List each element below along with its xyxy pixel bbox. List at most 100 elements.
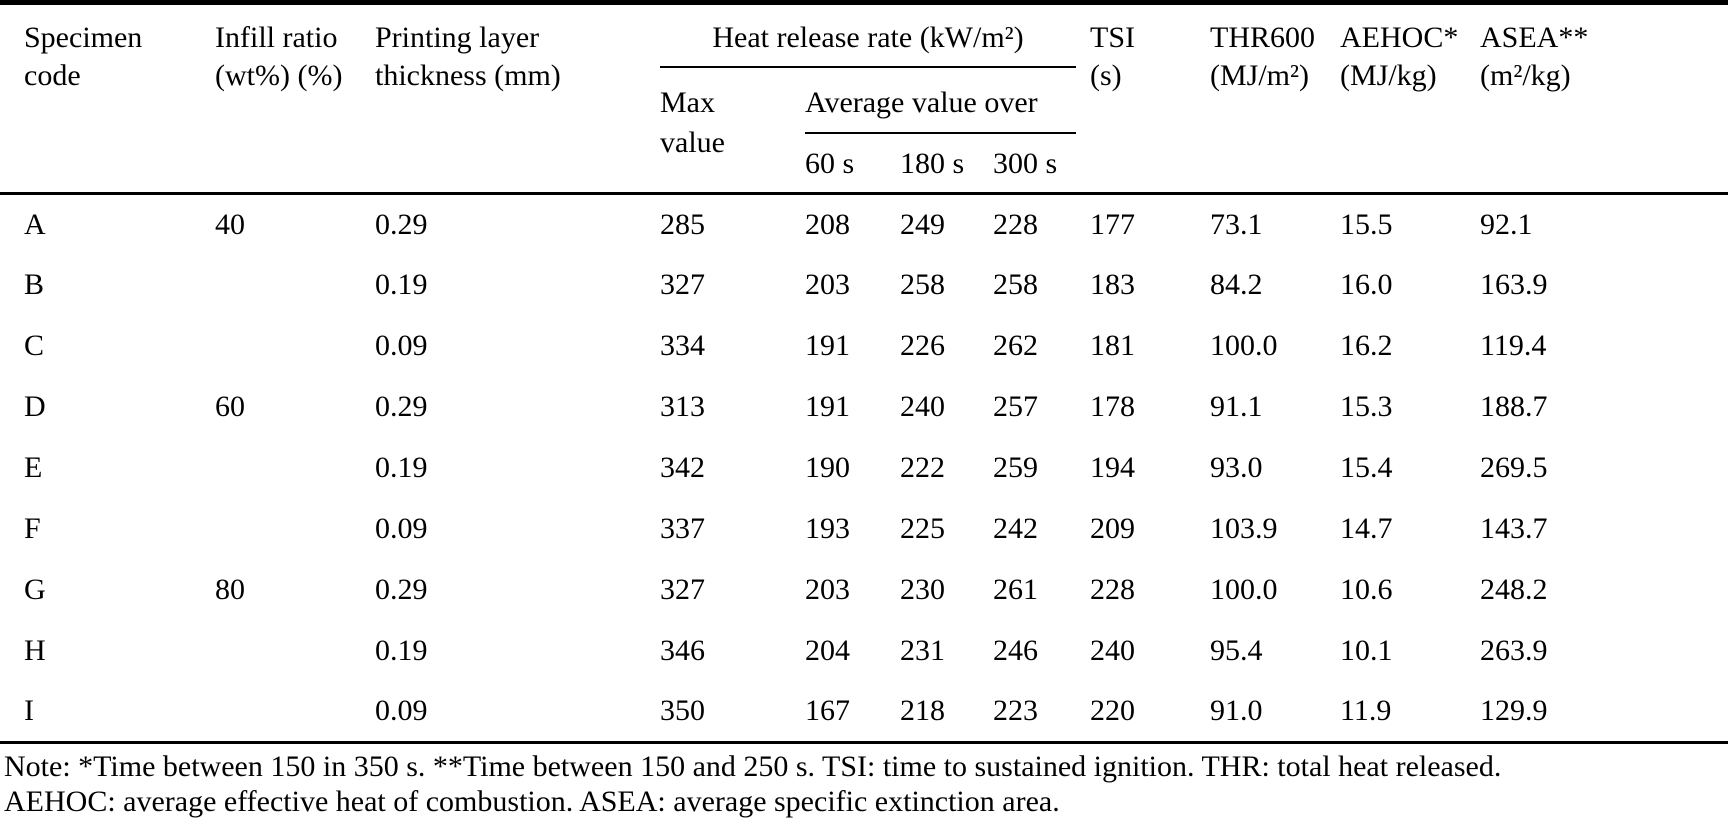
header-average-value-group: Average value over (805, 71, 1090, 137)
cell-hrr-avg-300s: 257 (993, 390, 1038, 423)
header-heat-release-rate-group: Heat release rate (kW/m²) (660, 3, 1090, 71)
cell-aehoc: 16.2 (1340, 329, 1393, 362)
cell-infill-ratio: 60 (215, 390, 245, 423)
cell-specimen-code: I (24, 694, 34, 728)
cell-asea: 129.9 (1480, 694, 1548, 728)
cell-specimen-code: A (24, 207, 46, 241)
cell-thr600: 73.1 (1210, 207, 1263, 241)
cell-layer-thickness: 0.09 (375, 694, 428, 728)
cell-specimen-code: C (24, 329, 45, 362)
header-asea: ASEA** (m²/kg) (1480, 21, 1589, 92)
cell-hrr-max: 313 (660, 390, 705, 423)
header-max-value: Max value (660, 85, 725, 159)
cell-tsi: 177 (1090, 207, 1135, 241)
cell-hrr-avg-60s: 204 (805, 634, 850, 667)
cell-hrr-max: 350 (660, 694, 705, 728)
cell-hrr-avg-180s: 240 (900, 390, 945, 423)
table-row: F 0.09 337 193 225 242 209 103.9 14.7 143.7 (0, 499, 1728, 560)
header-avg-300s: 300 s (993, 147, 1058, 180)
cell-hrr-avg-300s: 242 (993, 512, 1038, 545)
cell-layer-thickness: 0.29 (375, 573, 428, 606)
cell-infill-ratio: 80 (215, 573, 245, 606)
cell-thr600: 93.0 (1210, 451, 1263, 484)
header-tsi: TSI (s) (1090, 21, 1135, 92)
footnote-line-1: Note: *Time between 150 in 350 s. **Time… (4, 750, 1502, 783)
cell-asea: 92.1 (1480, 207, 1533, 241)
cell-hrr-avg-180s: 218 (900, 694, 945, 728)
cell-hrr-max: 337 (660, 512, 705, 545)
table-row: C 0.09 334 191 226 262 181 100.0 16.2 119.4 (0, 316, 1728, 377)
cell-specimen-code: H (24, 634, 46, 667)
header-row-2: Max value Average value over (0, 71, 1728, 159)
cell-tsi: 183 (1090, 268, 1135, 301)
table-row: A 40 0.29 285 208 249 228 177 73.1 15.5 92.1 (0, 194, 1728, 255)
cell-aehoc: 10.6 (1340, 573, 1393, 606)
table-body: A 40 0.29 285 208 249 228 177 73.1 15.5 92.1 B 0.19 3… (0, 194, 1728, 743)
cell-thr600: 100.0 (1210, 573, 1278, 606)
cell-aehoc: 10.1 (1340, 634, 1393, 667)
cell-tsi: 228 (1090, 573, 1135, 606)
cell-aehoc: 15.5 (1340, 207, 1393, 241)
cell-hrr-avg-180s: 249 (900, 207, 945, 241)
table-row: E 0.19 342 190 222 259 194 93.0 15.4 269.5 (0, 438, 1728, 499)
table-footnotes: Note: *Time between 150 in 350 s. **Time… (0, 749, 1728, 819)
cell-thr600: 91.1 (1210, 390, 1263, 423)
cell-asea: 263.9 (1480, 634, 1548, 667)
cell-infill-ratio (215, 316, 375, 377)
header-specimen-code: Specimen code (24, 21, 143, 92)
cell-hrr-avg-180s: 230 (900, 573, 945, 606)
cell-specimen-code: G (24, 573, 46, 606)
table-row: G 80 0.29 327 203 230 261 228 100.0 10.6 248.2 (0, 560, 1728, 621)
cell-hrr-avg-180s: 258 (900, 268, 945, 301)
header-avg-60s: 60 s (805, 147, 855, 180)
table-row: I 0.09 350 167 218 223 220 91.0 11.9 129.9 (0, 682, 1728, 743)
cell-hrr-max: 342 (660, 451, 705, 484)
cell-aehoc: 14.7 (1340, 512, 1393, 545)
cell-aehoc: 16.0 (1340, 268, 1393, 301)
cell-hrr-avg-180s: 226 (900, 329, 945, 362)
cell-infill-ratio (215, 499, 375, 560)
cell-layer-thickness: 0.29 (375, 207, 428, 241)
cell-specimen-code: F (24, 512, 41, 545)
cell-asea: 143.7 (1480, 512, 1548, 545)
cell-hrr-avg-180s: 231 (900, 634, 945, 667)
cell-hrr-avg-300s: 223 (993, 694, 1038, 728)
cell-hrr-avg-60s: 191 (805, 329, 850, 362)
header-average-value-label: Average value over (805, 83, 1076, 134)
cell-hrr-avg-60s: 167 (805, 694, 850, 728)
cell-asea: 188.7 (1480, 390, 1548, 423)
cell-hrr-avg-300s: 261 (993, 573, 1038, 606)
cell-hrr-max: 327 (660, 573, 705, 606)
cell-asea: 119.4 (1480, 329, 1547, 362)
cell-specimen-code: E (24, 451, 43, 484)
cell-aehoc: 11.9 (1340, 694, 1392, 728)
cell-thr600: 100.0 (1210, 329, 1278, 362)
cell-thr600: 91.0 (1210, 694, 1263, 728)
cell-thr600: 103.9 (1210, 512, 1278, 545)
cell-hrr-max: 334 (660, 329, 705, 362)
cell-hrr-avg-60s: 191 (805, 390, 850, 423)
cell-asea: 248.2 (1480, 573, 1548, 606)
cell-tsi: 194 (1090, 451, 1135, 484)
cell-layer-thickness: 0.19 (375, 634, 428, 667)
cell-tsi: 220 (1090, 694, 1135, 728)
cell-layer-thickness: 0.09 (375, 329, 428, 362)
table-row: D 60 0.29 313 191 240 257 178 91.1 15.3 188.7 (0, 377, 1728, 438)
cell-aehoc: 15.3 (1340, 390, 1393, 423)
cell-layer-thickness: 0.19 (375, 451, 428, 484)
cell-layer-thickness: 0.09 (375, 512, 428, 545)
cell-hrr-avg-60s: 208 (805, 207, 850, 241)
cell-hrr-avg-300s: 259 (993, 451, 1038, 484)
specimen-results-table: Specimen code Infill ratio (wt%) (%) Pri… (0, 0, 1728, 743)
cell-infill-ratio (215, 682, 375, 743)
cell-hrr-avg-180s: 225 (900, 512, 945, 545)
cell-asea: 163.9 (1480, 268, 1548, 301)
cell-hrr-max: 285 (660, 207, 705, 241)
table-row: B 0.19 327 203 258 258 183 84.2 16.0 163.9 (0, 255, 1728, 316)
cell-infill-ratio (215, 621, 375, 682)
header-row-1: Specimen code Infill ratio (wt%) (%) Pri… (0, 3, 1728, 92)
table-header: Specimen code Infill ratio (wt%) (%) Pri… (0, 3, 1728, 194)
cell-hrr-avg-180s: 222 (900, 451, 945, 484)
cell-hrr-avg-300s: 228 (993, 207, 1038, 241)
cell-tsi: 181 (1090, 329, 1135, 362)
